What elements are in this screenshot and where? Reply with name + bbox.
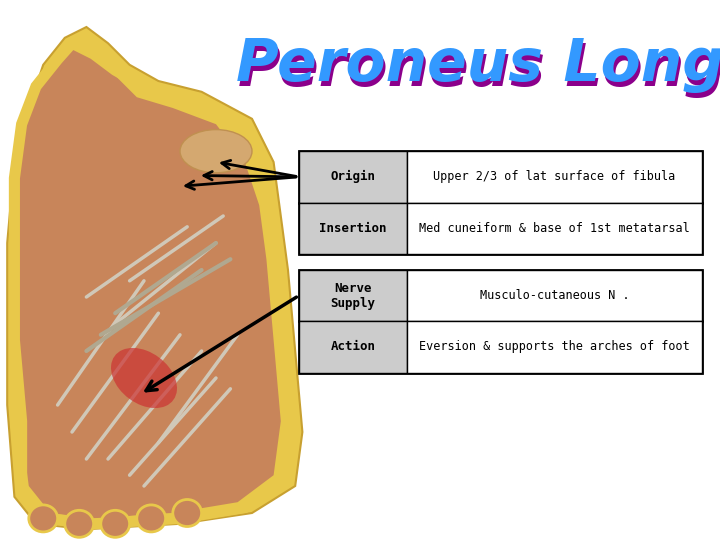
FancyBboxPatch shape — [407, 321, 702, 373]
FancyBboxPatch shape — [407, 202, 702, 254]
Polygon shape — [14, 49, 281, 518]
Text: Eversion & supports the arches of foot: Eversion & supports the arches of foot — [419, 340, 690, 354]
Ellipse shape — [111, 348, 177, 408]
FancyBboxPatch shape — [407, 151, 702, 202]
Text: Musculo-cutaneous N .: Musculo-cutaneous N . — [480, 289, 629, 302]
Text: Nerve
Supply: Nerve Supply — [330, 282, 375, 309]
FancyBboxPatch shape — [299, 270, 407, 321]
Ellipse shape — [65, 510, 94, 537]
FancyBboxPatch shape — [299, 202, 407, 254]
Text: Peroneus Longus: Peroneus Longus — [238, 40, 720, 98]
Text: Action: Action — [330, 340, 375, 354]
Ellipse shape — [173, 500, 202, 526]
Ellipse shape — [180, 130, 252, 173]
Text: Insertion: Insertion — [319, 221, 387, 235]
Ellipse shape — [137, 505, 166, 532]
Ellipse shape — [29, 505, 58, 532]
Text: Peroneus Longus: Peroneus Longus — [236, 36, 720, 93]
FancyBboxPatch shape — [299, 151, 407, 202]
Text: Origin: Origin — [330, 170, 375, 184]
Polygon shape — [7, 27, 302, 529]
Text: Med cuneiform & base of 1st metatarsal: Med cuneiform & base of 1st metatarsal — [419, 221, 690, 235]
FancyBboxPatch shape — [407, 270, 702, 321]
FancyBboxPatch shape — [299, 321, 407, 373]
Text: Upper 2/3 of lat surface of fibula: Upper 2/3 of lat surface of fibula — [433, 170, 675, 184]
Ellipse shape — [101, 510, 130, 537]
